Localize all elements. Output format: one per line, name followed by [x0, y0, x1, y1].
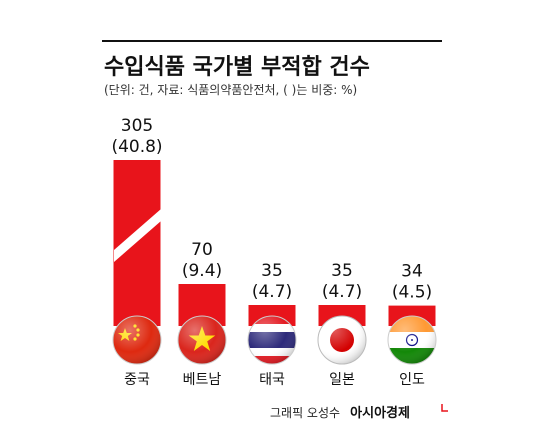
value-label-thailand: 35	[261, 261, 283, 281]
china-flag-icon	[112, 315, 162, 365]
value-label-japan: 35	[331, 261, 353, 281]
category-label-india: 인도	[399, 372, 425, 388]
credit-brand: 아시아경제	[350, 405, 410, 421]
category-label-thailand: 태국	[259, 372, 285, 388]
category-label-japan: 일본	[329, 372, 355, 388]
share-label-thailand: (4.7)	[252, 282, 292, 302]
share-label-japan: (4.7)	[322, 282, 362, 302]
category-label-vietnam: 베트남	[183, 372, 222, 388]
chart-title: 수입식품 국가별 부적합 건수	[104, 54, 370, 80]
share-label-china: (40.8)	[111, 137, 162, 157]
japan-flag-icon	[317, 315, 367, 365]
share-label-india: (4.5)	[392, 283, 432, 303]
value-label-vietnam: 70	[191, 240, 213, 260]
category-label-china: 중국	[124, 372, 150, 388]
value-label-china: 305	[121, 116, 153, 136]
brand-mark-icon	[441, 404, 448, 412]
bars	[113, 160, 436, 326]
vietnam-flag-icon	[177, 315, 227, 365]
share-label-vietnam: (9.4)	[182, 261, 222, 281]
value-label-india: 34	[401, 262, 423, 282]
title-rule	[102, 40, 442, 42]
thailand-flag-icon	[247, 315, 297, 365]
india-flag-icon	[387, 315, 437, 365]
credit-author: 그래픽 오성수	[270, 406, 340, 420]
credit-line: 그래픽 오성수 아시아경제	[270, 402, 410, 421]
bar-china	[113, 160, 161, 326]
axis-break-mark	[114, 209, 161, 262]
chart-subtitle: (단위: 건, 자료: 식품의약품안전처, ( )는 비중: %)	[104, 82, 357, 97]
